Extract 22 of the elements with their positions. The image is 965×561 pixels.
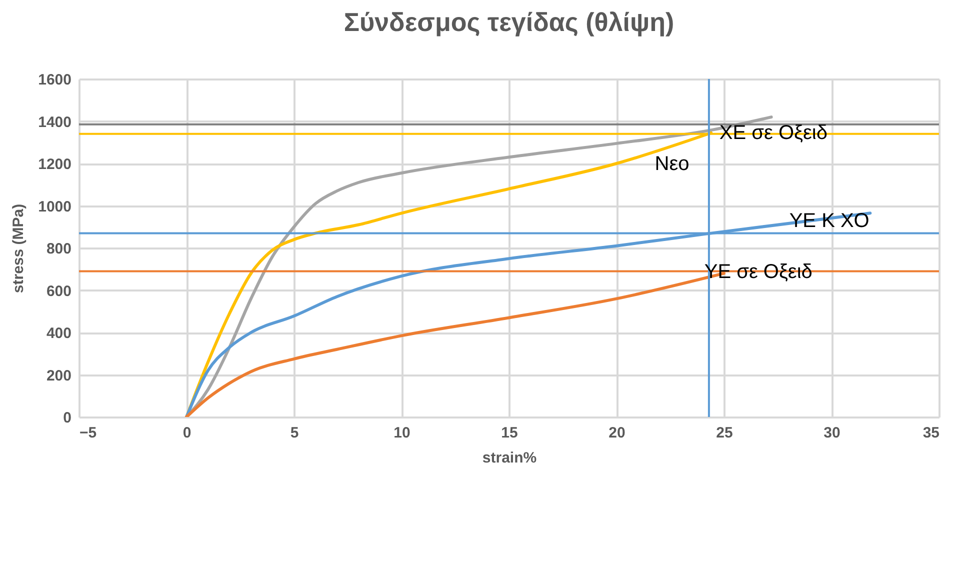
x-tick-label: 20 xyxy=(608,424,626,442)
chart-title: Σύνδεσμος τεγίδας (θλίψη) xyxy=(344,7,674,37)
y-tick-label: 600 xyxy=(46,282,72,300)
y-tick-label: 1200 xyxy=(38,156,72,173)
y-tick-label: 1600 xyxy=(38,72,72,88)
x-tick-label: 0 xyxy=(182,424,192,442)
y-tick-label: 800 xyxy=(46,240,72,258)
y-tick-label: 200 xyxy=(46,367,72,384)
x-axis-title: strain% xyxy=(482,450,537,466)
y-tick-label: 0 xyxy=(63,410,72,426)
x-tick-label: 15 xyxy=(501,424,518,442)
x-tick-label: 10 xyxy=(394,424,410,442)
x-tick-label: 5 xyxy=(290,424,299,442)
x-tick-label: −5 xyxy=(80,424,97,442)
y-tick-label: 400 xyxy=(46,325,72,342)
y-tick-label: 1000 xyxy=(38,198,72,216)
y-tick-label: 1400 xyxy=(38,114,72,131)
x-tick-label: 30 xyxy=(824,424,840,442)
x-tick-label: 35 xyxy=(922,424,940,442)
y-axis-title: stress (MPa) xyxy=(10,204,28,294)
annotation: Νεο xyxy=(654,153,690,175)
x-tick-label: 25 xyxy=(716,424,733,442)
